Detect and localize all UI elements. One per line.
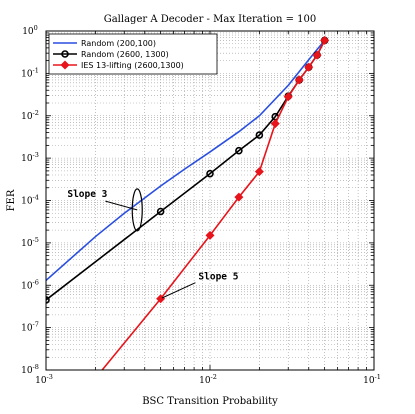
data-point <box>254 167 264 177</box>
y-tick-label: 10-8 <box>21 363 39 376</box>
x-axis-label: BSC Transition Probability <box>142 396 278 407</box>
data-point <box>235 146 243 155</box>
data-point <box>320 35 330 45</box>
slope-ellipse <box>131 188 143 232</box>
annotation-arrow <box>105 200 138 211</box>
tick-marks <box>45 30 375 371</box>
data-point <box>46 296 50 304</box>
data-point <box>304 62 314 72</box>
data-point <box>255 131 264 139</box>
y-tick-label: 10-7 <box>21 321 39 334</box>
annotation-arrow <box>161 282 196 299</box>
y-tick-label: 10-6 <box>21 278 39 291</box>
data-point <box>294 75 304 85</box>
series-layer <box>46 35 330 370</box>
chart-title: Gallager A Decoder - Max Iteration = 100 <box>104 14 317 25</box>
y-tick-label: 10-2 <box>21 109 39 122</box>
x-tick-label: 10-2 <box>199 373 217 386</box>
grid-lines <box>46 31 374 370</box>
y-tick-label: 10-4 <box>21 194 39 207</box>
x-tick-label: 10-1 <box>363 373 381 386</box>
data-point <box>205 230 215 240</box>
y-tick-label: 100 <box>22 24 38 37</box>
series-0 <box>46 39 326 282</box>
y-tick-label: 10-3 <box>21 151 39 164</box>
series-line <box>46 39 326 282</box>
series-line <box>46 40 326 301</box>
legend-label: Random (200,100) <box>81 39 156 48</box>
x-tick-label: 10-3 <box>35 373 53 386</box>
data-point <box>234 192 244 202</box>
y-axis-label: FER <box>6 189 17 211</box>
annotation-label: Slope 5 <box>198 272 238 283</box>
data-point <box>283 92 293 102</box>
tick-labels: 10-3 10-2 10-1 10-8 10-7 10-6 10-5 10-4 10-3 10-2… <box>21 24 381 386</box>
legend-marker <box>61 50 69 58</box>
annotations-layer: Slope 3 Slope 5 <box>67 188 239 299</box>
legend-label: Random (2600, 1300) <box>81 50 169 59</box>
data-point <box>312 50 322 60</box>
legend: Random (200,100) Random (2600, 1300) IES 1… <box>48 33 218 75</box>
y-tick-label: 10-1 <box>21 66 39 79</box>
data-point <box>156 207 165 216</box>
annotation-label: Slope 3 <box>67 189 107 200</box>
series-2 <box>101 35 330 370</box>
legend-label: IES 13-lifting (2600,1300) <box>81 61 184 70</box>
data-point <box>206 169 214 178</box>
legend-marker <box>60 60 70 70</box>
data-point <box>270 119 280 129</box>
y-tick-label: 10-5 <box>21 236 39 249</box>
